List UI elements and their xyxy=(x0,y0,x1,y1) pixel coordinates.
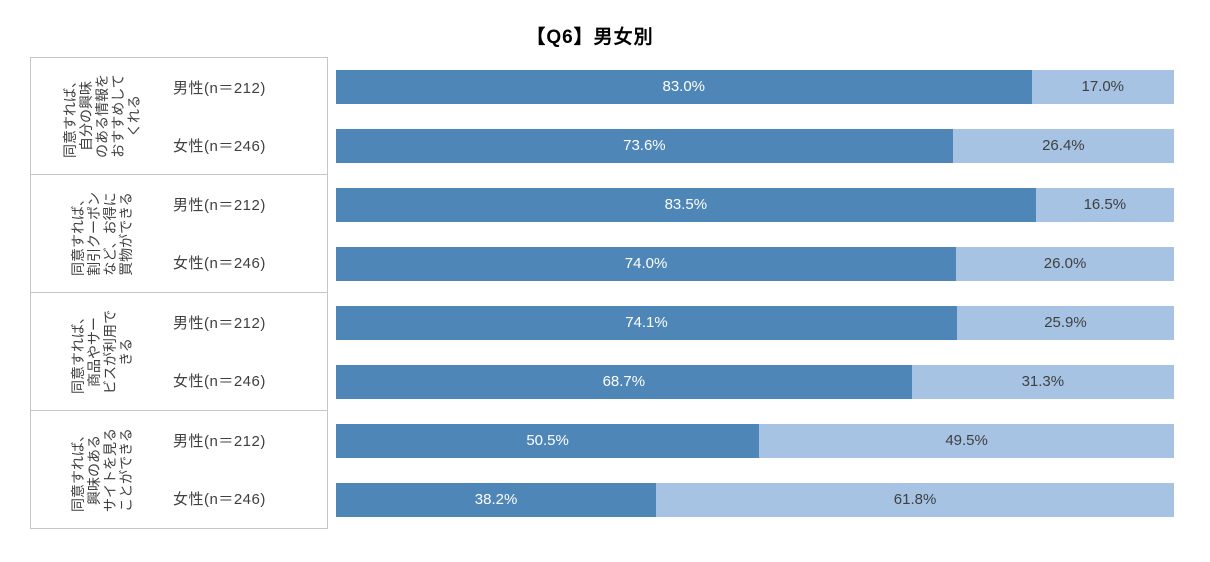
bar-value-label: 73.6% xyxy=(623,137,666,154)
bar-segment-secondary: 26.0% xyxy=(956,246,1174,281)
bar-segment-secondary: 26.4% xyxy=(952,128,1174,163)
row-label-male: 男性(n＝212) xyxy=(173,79,266,97)
bar-segment-secondary: 16.5% xyxy=(1035,187,1174,222)
bar-row: 74.0% 26.0% xyxy=(336,234,1174,293)
bar-row: 83.5% 16.5% xyxy=(336,175,1174,234)
bar-value-label: 74.1% xyxy=(625,314,668,331)
category-label: 同意すれば、 商品やサー ビスが利用で きる xyxy=(70,309,134,394)
bar-value-label: 25.9% xyxy=(1044,314,1087,331)
bar-segment-secondary: 49.5% xyxy=(759,423,1174,458)
bar-value-label: 16.5% xyxy=(1083,196,1127,213)
bar-value-label: 49.5% xyxy=(945,432,988,449)
bar-value-label: 68.7% xyxy=(602,373,646,390)
category-group: 同意すれば、 商品やサー ビスが利用で きる 男性(n＝212) 女性(n＝24… xyxy=(30,293,1174,411)
bars-column: 83.0% 17.0% 73.6% 26.4% xyxy=(336,57,1174,175)
bars-column: 74.1% 25.9% 68.7% 31.3% xyxy=(336,293,1174,411)
bar-segment-primary: 68.7% xyxy=(336,364,912,399)
bar-segment-primary: 50.5% xyxy=(336,423,760,458)
bar-value-label: 26.4% xyxy=(1042,137,1085,154)
row-label-male: 男性(n＝212) xyxy=(173,432,266,450)
category-label-box: 同意すれば、 興味のある サイトを見る ことができる 男性(n＝212) 女性(… xyxy=(30,411,328,529)
series-label-cell: 男性(n＝212) 女性(n＝246) xyxy=(173,293,327,410)
bar-value-label: 74.0% xyxy=(624,255,668,272)
row-label-female: 女性(n＝246) xyxy=(173,137,266,155)
row-label-male: 男性(n＝212) xyxy=(173,314,266,332)
category-label-cell: 同意すれば、 自分の興味 のある情報を おすすめして くれる xyxy=(31,58,173,174)
stacked-bar: 38.2% 61.8% xyxy=(336,482,1174,517)
stacked-bar: 74.0% 26.0% xyxy=(336,246,1174,281)
row-label-male: 男性(n＝212) xyxy=(173,196,266,214)
bar-value-label: 38.2% xyxy=(474,491,518,508)
stacked-bar: 83.5% 16.5% xyxy=(336,187,1174,222)
bar-value-label: 31.3% xyxy=(1021,373,1065,390)
bar-segment-secondary: 17.0% xyxy=(1031,69,1174,104)
bar-segment-secondary: 61.8% xyxy=(656,482,1174,517)
bar-row: 38.2% 61.8% xyxy=(336,470,1174,529)
bar-row: 73.6% 26.4% xyxy=(336,116,1174,175)
bar-segment-primary: 74.0% xyxy=(336,246,957,281)
row-label-female: 女性(n＝246) xyxy=(173,373,266,391)
category-label-cell: 同意すれば、 興味のある サイトを見る ことができる xyxy=(31,411,173,528)
bar-row: 50.5% 49.5% xyxy=(336,411,1174,470)
bar-segment-primary: 74.1% xyxy=(336,305,957,340)
stacked-bar: 83.0% 17.0% xyxy=(336,69,1174,104)
bar-value-label: 83.0% xyxy=(662,78,706,95)
category-group: 同意すれば、 自分の興味 のある情報を おすすめして くれる 男性(n＝212)… xyxy=(30,57,1174,175)
category-label: 同意すれば、 自分の興味 のある情報を おすすめして くれる xyxy=(62,74,142,158)
series-label-cell: 男性(n＝212) 女性(n＝246) xyxy=(173,58,327,174)
bar-segment-primary: 83.5% xyxy=(336,187,1036,222)
series-label-cell: 男性(n＝212) 女性(n＝246) xyxy=(173,175,327,292)
bar-value-label: 50.5% xyxy=(526,432,569,449)
bar-segment-primary: 73.6% xyxy=(336,128,953,163)
category-group: 同意すれば、 割引クーポン など、お得に 買物ができる 男性(n＝212) 女性… xyxy=(30,175,1174,293)
bar-row: 74.1% 25.9% xyxy=(336,293,1174,352)
bar-segment-secondary: 31.3% xyxy=(911,364,1174,399)
bar-row: 68.7% 31.3% xyxy=(336,352,1174,411)
stacked-bar: 68.7% 31.3% xyxy=(336,364,1174,399)
row-label-female: 女性(n＝246) xyxy=(173,491,266,509)
bar-segment-secondary: 25.9% xyxy=(956,305,1174,340)
bar-segment-primary: 83.0% xyxy=(336,69,1032,104)
category-label: 同意すれば、 興味のある サイトを見る ことができる xyxy=(70,427,134,512)
category-label-box: 同意すれば、 割引クーポン など、お得に 買物ができる 男性(n＝212) 女性… xyxy=(30,175,328,293)
bar-value-label: 26.0% xyxy=(1043,255,1087,272)
stacked-bar: 74.1% 25.9% xyxy=(336,305,1174,340)
stacked-bar-chart: 同意すれば、 自分の興味 のある情報を おすすめして くれる 男性(n＝212)… xyxy=(30,57,1174,529)
bar-value-label: 61.8% xyxy=(893,491,937,508)
category-group: 同意すれば、 興味のある サイトを見る ことができる 男性(n＝212) 女性(… xyxy=(30,411,1174,529)
bar-row: 83.0% 17.0% xyxy=(336,57,1174,116)
chart-title: 【Q6】男女別 xyxy=(526,27,654,48)
row-label-female: 女性(n＝246) xyxy=(173,255,266,273)
category-label-cell: 同意すれば、 商品やサー ビスが利用で きる xyxy=(31,293,173,410)
bars-column: 83.5% 16.5% 74.0% 26.0% xyxy=(336,175,1174,293)
category-label-box: 同意すれば、 商品やサー ビスが利用で きる 男性(n＝212) 女性(n＝24… xyxy=(30,293,328,411)
bar-value-label: 17.0% xyxy=(1081,78,1125,95)
stacked-bar: 50.5% 49.5% xyxy=(336,423,1174,458)
bars-column: 50.5% 49.5% 38.2% 61.8% xyxy=(336,411,1174,529)
category-label-cell: 同意すれば、 割引クーポン など、お得に 買物ができる xyxy=(31,175,173,292)
bar-segment-primary: 38.2% xyxy=(336,482,657,517)
series-label-cell: 男性(n＝212) 女性(n＝246) xyxy=(173,411,327,528)
category-label-box: 同意すれば、 自分の興味 のある情報を おすすめして くれる 男性(n＝212)… xyxy=(30,57,328,175)
stacked-bar: 73.6% 26.4% xyxy=(336,128,1174,163)
bar-value-label: 83.5% xyxy=(664,196,708,213)
category-label: 同意すれば、 割引クーポン など、お得に 買物ができる xyxy=(70,191,134,276)
